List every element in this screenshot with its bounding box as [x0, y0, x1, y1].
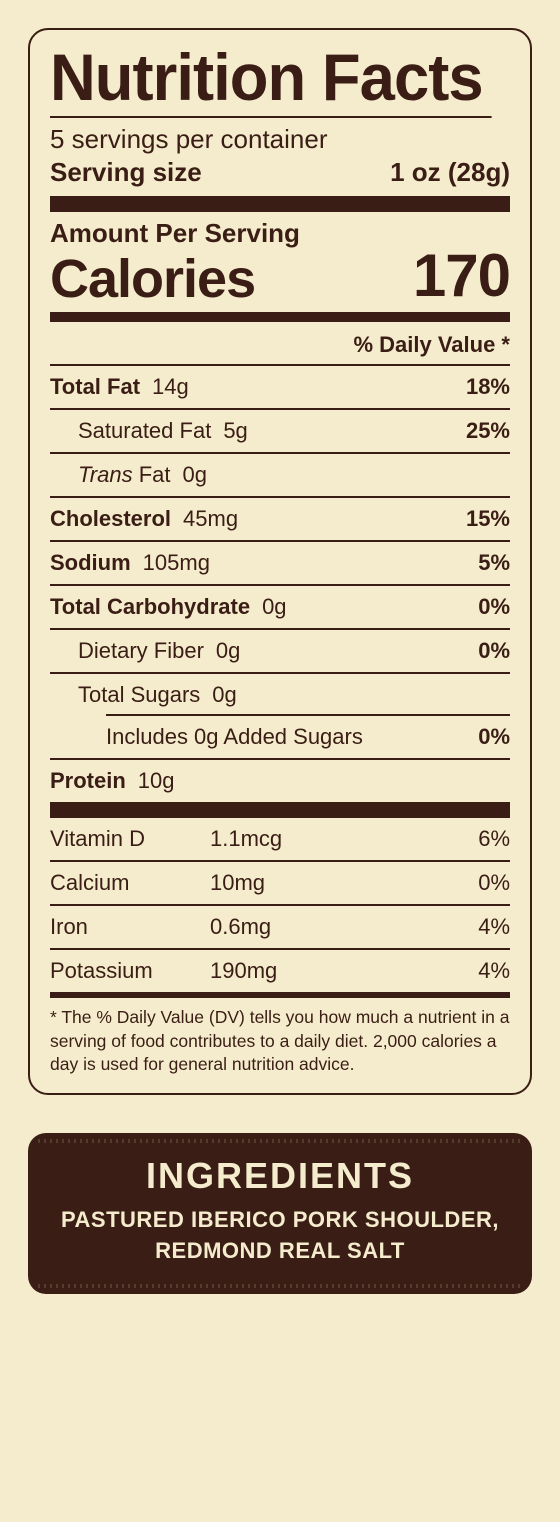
pct: 4%	[478, 914, 510, 940]
label: Protein	[50, 768, 126, 794]
label: Total Carbohydrate	[50, 594, 250, 620]
amount-per-serving-label: Amount Per Serving	[50, 212, 510, 246]
row-potassium: Potassium 190mg 4%	[50, 950, 510, 992]
row-protein: Protein 10g	[50, 760, 510, 802]
ingredients-line: REDMOND REAL SALT	[46, 1236, 514, 1267]
value: 10g	[138, 768, 175, 794]
daily-value-header: % Daily Value *	[50, 322, 510, 364]
calories-value: 170	[413, 246, 510, 306]
calories-label: Calories	[50, 252, 255, 306]
ingredients-line: PASTURED IBERICO PORK SHOULDER,	[46, 1205, 514, 1236]
label: Total Fat	[50, 374, 140, 400]
ingredients-box: INGREDIENTS PASTURED IBERICO PORK SHOULD…	[28, 1133, 532, 1295]
pct: 0%	[478, 638, 510, 664]
calories-row: Calories 170	[50, 246, 510, 312]
amount: 0.6mg	[210, 914, 478, 940]
pct: 0%	[478, 724, 510, 750]
value: 0g	[262, 594, 286, 620]
pct: 4%	[478, 958, 510, 984]
pct: 25%	[466, 418, 510, 444]
name: Potassium	[50, 958, 210, 984]
value: 0g	[183, 462, 207, 488]
pct: 5%	[478, 550, 510, 576]
row-total-carb: Total Carbohydrate 0g 0%	[50, 586, 510, 630]
row-total-fat: Total Fat 14g 18%	[50, 366, 510, 410]
label: Total Sugars	[78, 682, 200, 708]
value: 5g	[223, 418, 247, 444]
value: 0g	[212, 682, 236, 708]
row-vitamin-d: Vitamin D 1.1mcg 6%	[50, 818, 510, 862]
value: 105mg	[143, 550, 210, 576]
pct: 0%	[478, 594, 510, 620]
row-iron: Iron 0.6mg 4%	[50, 906, 510, 950]
pct: 18%	[466, 374, 510, 400]
serving-size-value: 1 oz (28g)	[390, 157, 510, 188]
value: 45mg	[183, 506, 238, 532]
row-calcium: Calcium 10mg 0%	[50, 862, 510, 906]
pct: 6%	[478, 826, 510, 852]
row-dietary-fiber: Dietary Fiber 0g 0%	[50, 630, 510, 674]
amount: 1.1mcg	[210, 826, 478, 852]
value: 14g	[152, 374, 189, 400]
dv-footnote: * The % Daily Value (DV) tells you how m…	[50, 998, 510, 1077]
name: Calcium	[50, 870, 210, 896]
servings-per-container: 5 servings per container	[50, 118, 510, 155]
ingredients-title: INGREDIENTS	[46, 1155, 514, 1197]
pct: 0%	[478, 870, 510, 896]
row-added-sugars: Includes 0g Added Sugars 0%	[50, 716, 510, 760]
value: 0g	[216, 638, 240, 664]
serving-size-label: Serving size	[50, 157, 202, 188]
ingredients-list: PASTURED IBERICO PORK SHOULDER, REDMOND …	[46, 1205, 514, 1267]
serving-size-row: Serving size 1 oz (28g)	[50, 155, 510, 196]
label: Trans Fat	[78, 462, 171, 488]
label: Sodium	[50, 550, 131, 576]
row-cholesterol: Cholesterol 45mg 15%	[50, 498, 510, 542]
label: Cholesterol	[50, 506, 171, 532]
label: Dietary Fiber	[78, 638, 204, 664]
divider-bar	[50, 196, 510, 212]
row-saturated-fat: Saturated Fat 5g 25%	[50, 410, 510, 454]
label: Saturated Fat	[78, 418, 211, 444]
amount: 190mg	[210, 958, 478, 984]
name: Vitamin D	[50, 826, 210, 852]
panel-title: Nutrition Facts	[50, 44, 492, 118]
row-sodium: Sodium 105mg 5%	[50, 542, 510, 586]
pct: 15%	[466, 506, 510, 532]
label: Includes 0g Added Sugars	[106, 724, 363, 750]
divider-bar	[50, 802, 510, 818]
row-total-sugars: Total Sugars 0g	[50, 674, 510, 716]
divider-bar	[50, 312, 510, 322]
nutrition-facts-panel: Nutrition Facts 5 servings per container…	[28, 28, 532, 1095]
row-trans-fat: Trans Fat 0g	[50, 454, 510, 498]
amount: 10mg	[210, 870, 478, 896]
name: Iron	[50, 914, 210, 940]
